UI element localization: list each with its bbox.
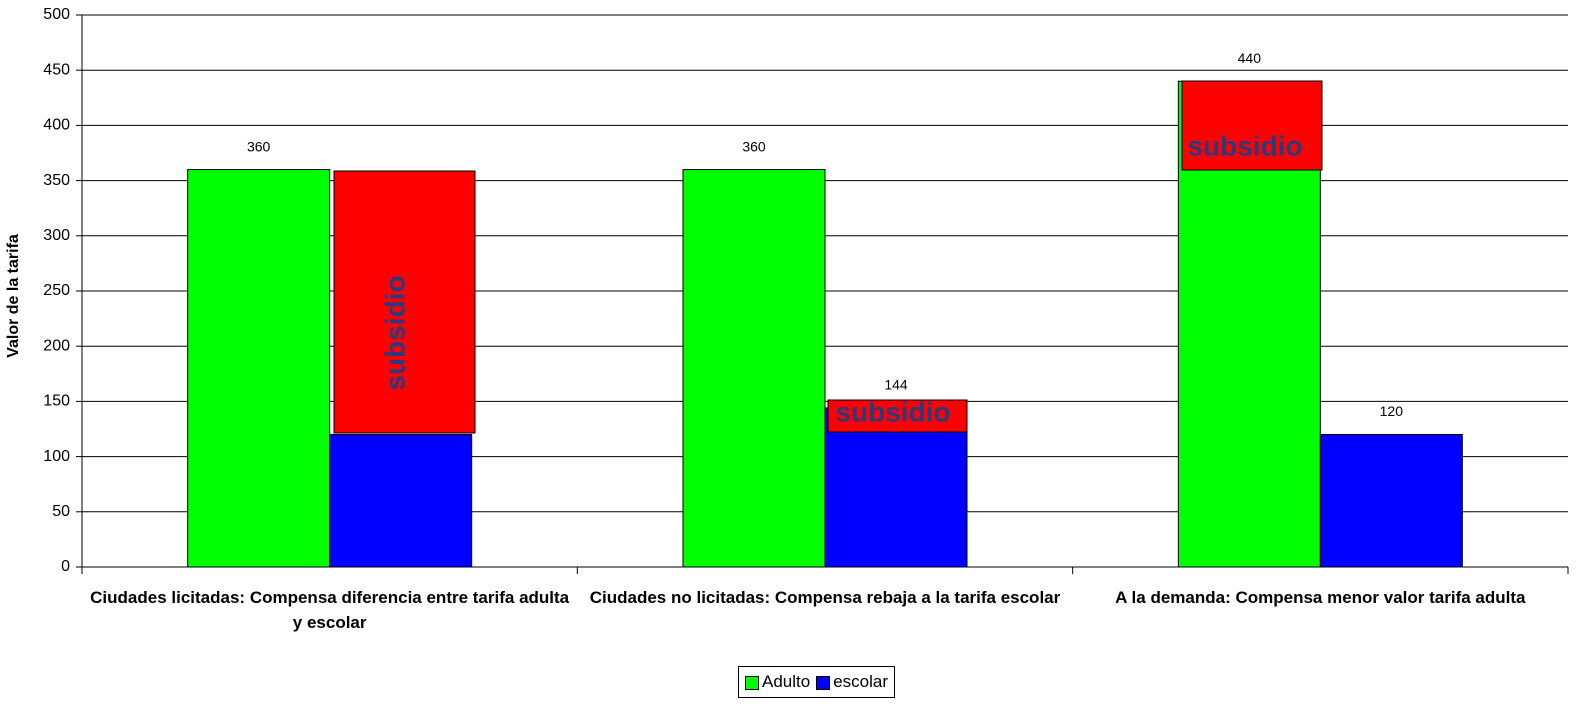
subsidy-box	[333, 170, 476, 434]
y-tick-label: 100	[43, 448, 70, 465]
y-tick-label: 350	[43, 172, 70, 189]
legend-item: Adulto	[745, 672, 810, 692]
data-label: 360	[247, 138, 271, 154]
legend: Adulto escolar	[738, 666, 896, 698]
bar	[824, 407, 968, 568]
data-label: 360	[742, 138, 766, 154]
legend-swatch	[816, 675, 831, 690]
legend-item: escolar	[816, 672, 888, 692]
subsidy-label: subsidio	[379, 275, 410, 390]
subsidy-box	[827, 399, 968, 433]
bar	[187, 169, 331, 568]
y-tick-label: 250	[43, 282, 70, 299]
data-label: 440	[1238, 50, 1262, 66]
y-tick-label: 400	[43, 117, 70, 134]
y-axis-title: Valor de la tarifa	[5, 234, 22, 358]
subsidy-box	[1181, 80, 1323, 171]
legend-label: Adulto	[762, 672, 811, 691]
y-tick-label: 300	[43, 227, 70, 244]
legend-swatch	[745, 675, 759, 690]
y-tick-label: 50	[52, 503, 70, 520]
subsidy-label: subsidio	[1187, 130, 1302, 161]
bar	[1319, 434, 1463, 568]
y-tick-label: 150	[43, 393, 70, 410]
x-tick-label: Ciudades licitadas: Compensa diferencia …	[90, 588, 570, 632]
bar	[329, 434, 473, 568]
x-tick-label: A la demanda: Compensa menor valor tarif…	[1115, 588, 1526, 607]
y-tick-label: 200	[43, 337, 70, 354]
subsidy-label: subsidio	[835, 396, 950, 427]
data-label: 120	[1380, 403, 1404, 419]
y-tick-label: 450	[43, 61, 70, 78]
legend-label: escolar	[833, 672, 889, 691]
y-tick-label: 500	[43, 6, 70, 23]
bar	[682, 169, 826, 568]
x-tick-label: Ciudades no licitadas: Compensa rebaja a…	[589, 588, 1061, 607]
y-tick-label: 0	[61, 558, 70, 575]
data-label: 144	[884, 377, 908, 393]
